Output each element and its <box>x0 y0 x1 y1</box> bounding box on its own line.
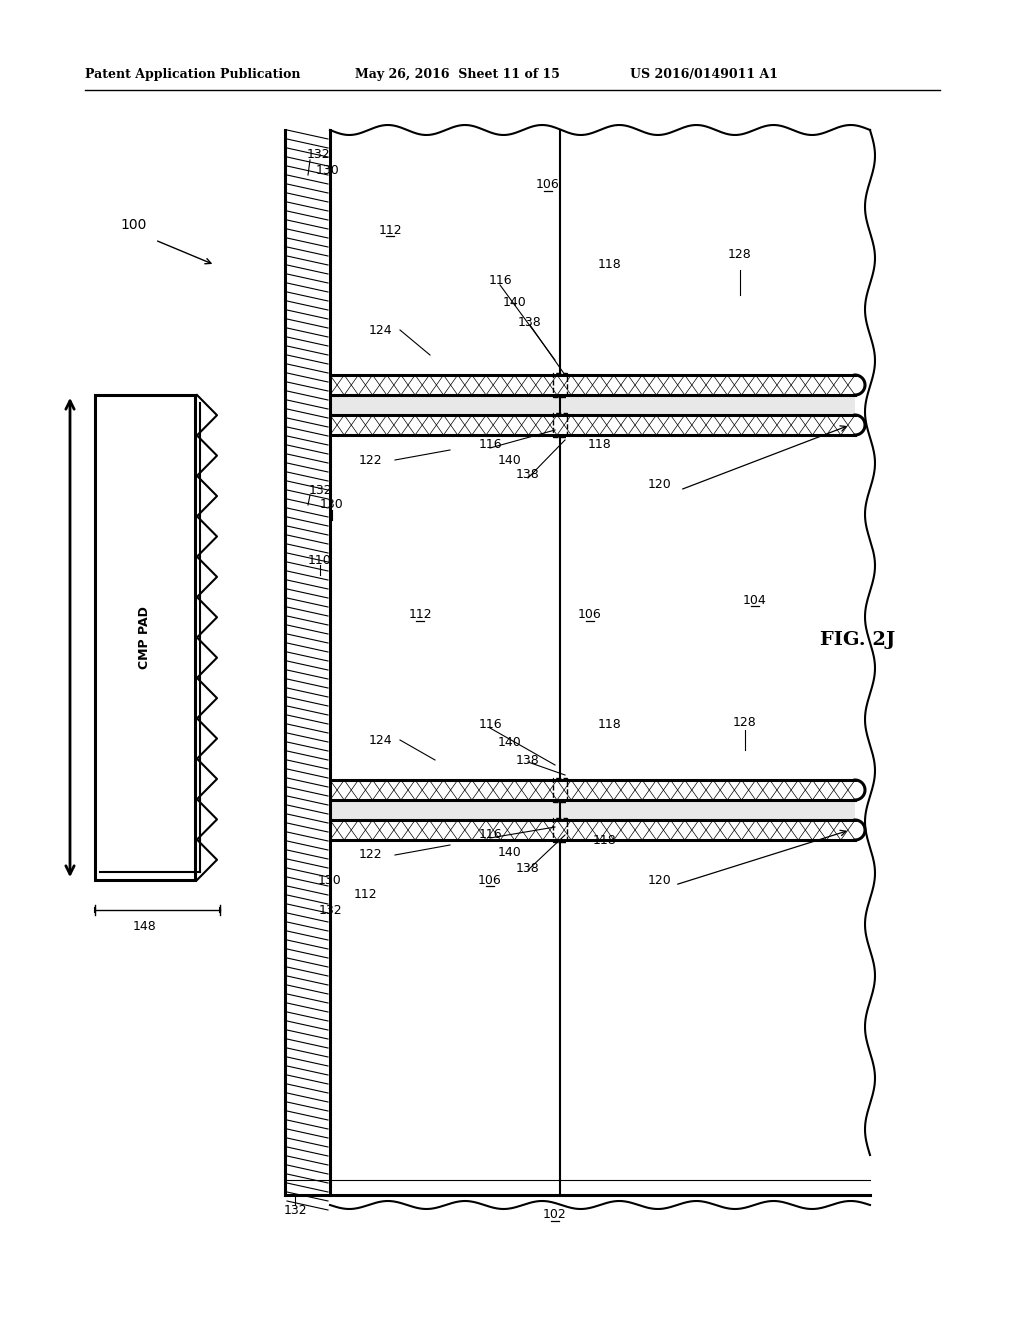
Bar <box>553 374 567 397</box>
Text: 138: 138 <box>516 754 540 767</box>
Text: 112: 112 <box>353 888 377 902</box>
Text: 102: 102 <box>543 1209 567 1221</box>
Text: 120: 120 <box>648 874 672 887</box>
Text: 106: 106 <box>579 609 602 622</box>
Text: 138: 138 <box>516 862 540 874</box>
Text: 116: 116 <box>478 829 502 842</box>
Text: 116: 116 <box>478 718 502 731</box>
Text: 112: 112 <box>409 609 432 622</box>
Text: CMP PAD: CMP PAD <box>138 606 152 669</box>
Text: 120: 120 <box>648 479 672 491</box>
Text: 106: 106 <box>537 178 560 191</box>
Text: 140: 140 <box>498 846 522 858</box>
Text: 140: 140 <box>498 454 522 466</box>
Bar <box>330 800 855 820</box>
Text: 124: 124 <box>369 734 392 747</box>
Text: 132: 132 <box>306 149 330 161</box>
Text: 138: 138 <box>518 315 542 329</box>
Text: 118: 118 <box>598 718 622 731</box>
Text: 132: 132 <box>318 903 342 916</box>
Text: 132: 132 <box>308 483 332 496</box>
Text: 116: 116 <box>488 273 512 286</box>
Text: Patent Application Publication: Patent Application Publication <box>85 69 300 81</box>
Text: 122: 122 <box>358 849 382 862</box>
Text: 140: 140 <box>498 737 522 750</box>
Text: 132: 132 <box>284 1204 307 1217</box>
Text: 118: 118 <box>588 438 612 451</box>
Text: 128: 128 <box>733 715 757 729</box>
Text: 130: 130 <box>318 874 342 887</box>
Text: 140: 140 <box>503 296 527 309</box>
Text: US 2016/0149011 A1: US 2016/0149011 A1 <box>630 69 778 81</box>
Bar <box>553 413 567 437</box>
Text: 130: 130 <box>321 499 344 511</box>
Text: 128: 128 <box>728 248 752 261</box>
Text: 148: 148 <box>133 920 157 933</box>
Bar <box>95 395 195 880</box>
Text: 122: 122 <box>358 454 382 466</box>
Bar <box>330 395 855 414</box>
Text: May 26, 2016  Sheet 11 of 15: May 26, 2016 Sheet 11 of 15 <box>355 69 560 81</box>
Text: 100: 100 <box>120 218 146 232</box>
Text: 106: 106 <box>478 874 502 887</box>
Text: 118: 118 <box>593 833 616 846</box>
Text: 112: 112 <box>378 223 401 236</box>
Text: 118: 118 <box>598 259 622 272</box>
Text: 130: 130 <box>316 164 340 177</box>
Text: 138: 138 <box>516 469 540 482</box>
Text: 110: 110 <box>308 553 332 566</box>
Bar <box>553 818 567 842</box>
Text: 124: 124 <box>369 323 392 337</box>
Bar <box>553 777 567 803</box>
Text: FIG. 2J: FIG. 2J <box>820 631 895 649</box>
Text: 116: 116 <box>478 438 502 451</box>
Text: 104: 104 <box>743 594 767 606</box>
